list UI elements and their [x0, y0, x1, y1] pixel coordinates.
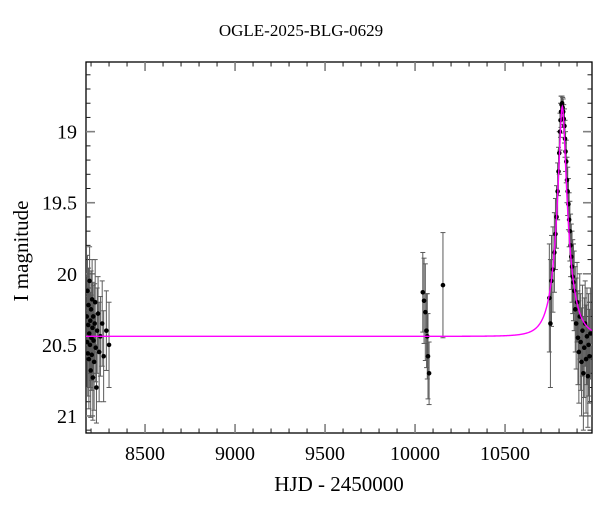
data-point [581, 370, 586, 376]
data-point [587, 353, 592, 359]
data-point [576, 349, 582, 355]
data-points [86, 100, 592, 390]
y-tick-label: 20.5 [42, 335, 77, 357]
data-point [94, 385, 99, 390]
data-point [106, 342, 112, 348]
y-tick-label: 19.5 [42, 193, 77, 215]
data-point [86, 356, 92, 362]
data-point [89, 352, 95, 358]
data-point [91, 338, 96, 343]
microlensing-model-curve [86, 104, 592, 338]
y-tick-label: 21 [57, 406, 77, 428]
data-point [575, 335, 581, 341]
x-tick-label: 10500 [480, 443, 530, 465]
data-point [584, 334, 590, 339]
chart-title: OGLE-2025-BLG-0629 [219, 21, 383, 40]
x-tick-label: 9500 [305, 443, 345, 465]
data-point [86, 302, 91, 308]
data-point [583, 356, 589, 362]
data-point [95, 311, 101, 316]
data-point [421, 298, 427, 304]
data-point [90, 314, 96, 319]
data-point [87, 278, 92, 284]
photometry-data-layer [86, 95, 592, 431]
data-point [579, 359, 584, 365]
x-axis-label: HJD - 2450000 [274, 472, 404, 496]
data-point [89, 297, 95, 302]
data-point [87, 342, 93, 348]
data-point [559, 100, 565, 106]
data-point [578, 339, 583, 345]
data-point [580, 328, 585, 333]
data-point [104, 328, 109, 333]
data-point [101, 353, 106, 359]
data-point [425, 353, 431, 359]
data-point [588, 331, 592, 336]
data-point [585, 373, 591, 379]
data-point [90, 325, 95, 331]
data-point [92, 321, 97, 326]
y-axis-label: I magnitude [9, 201, 33, 302]
plot-frame [85, 61, 593, 434]
x-tick-label: 9000 [215, 443, 255, 465]
x-tick-label: 8500 [125, 443, 165, 465]
error-bars [86, 95, 592, 431]
data-point [424, 328, 429, 333]
data-point [91, 359, 97, 365]
data-point [426, 370, 432, 376]
data-point [99, 321, 105, 326]
data-point [88, 368, 93, 373]
data-point [92, 299, 98, 305]
data-point [86, 331, 92, 336]
data-point [86, 314, 90, 319]
y-tick-label: 20 [57, 264, 77, 286]
data-point [548, 321, 553, 326]
data-point [586, 342, 591, 348]
data-point [581, 345, 587, 351]
data-point [420, 289, 426, 295]
data-point [572, 307, 578, 312]
data-point [573, 321, 579, 326]
data-point [563, 159, 569, 164]
data-point [90, 375, 96, 380]
data-point [96, 349, 102, 355]
data-point [423, 309, 428, 315]
y-tick-label: 19 [57, 122, 77, 144]
data-point [440, 282, 446, 288]
data-point [86, 288, 90, 294]
data-point [94, 328, 100, 333]
data-point [86, 322, 91, 328]
data-point [88, 318, 93, 324]
x-tick-label: 10000 [390, 443, 440, 465]
axes-and-ticks: 8500 9000 9500 10000 10500 19 19.5 20 20.5 21 [42, 61, 593, 465]
data-point [93, 345, 99, 351]
data-point [88, 307, 94, 312]
data-point [86, 351, 91, 356]
